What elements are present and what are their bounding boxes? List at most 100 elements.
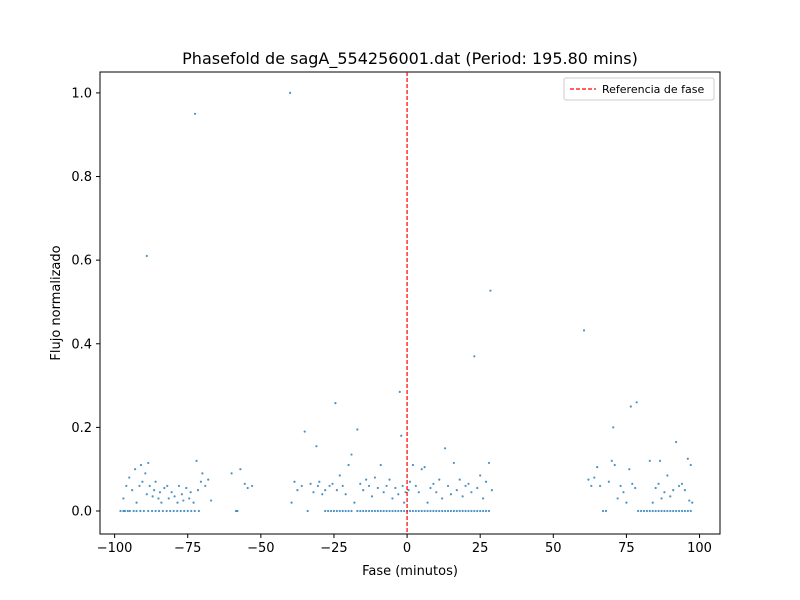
x-tick-label: −50 [247,541,274,556]
data-point [316,484,319,488]
data-point [362,509,365,513]
data-point [604,509,608,513]
data-point [391,509,394,513]
data-point [321,493,324,496]
data-point [426,509,429,513]
data-point [128,509,131,513]
data-point [651,509,654,513]
data-point [634,486,637,490]
x-tick-label: −100 [97,541,133,556]
data-point [686,457,689,460]
data-point [446,484,450,488]
data-point [473,509,476,513]
data-point [467,482,470,485]
data-point [350,453,353,456]
data-point [123,509,126,513]
data-point [379,463,382,467]
data-point [601,509,605,513]
data-point [385,484,388,488]
data-point [388,509,391,513]
plot-frame [99,71,721,535]
data-point [642,509,646,513]
data-point [458,478,461,481]
data-point [593,476,596,479]
data-point [356,428,359,431]
data-point [243,482,246,485]
data-point [142,509,145,513]
data-point [341,509,344,513]
data-point [672,509,675,513]
data-point [139,509,142,513]
data-point [686,509,689,513]
data-point [338,474,341,477]
data-point [189,491,192,494]
data-point [332,509,336,513]
data-point [328,484,331,488]
data-point [329,509,333,513]
data-point [327,509,330,513]
data-point [663,509,666,513]
data-point [335,509,338,513]
data-point [144,472,147,475]
data-point [145,493,148,496]
data-point [341,484,344,488]
data-point [443,447,447,450]
data-point [582,329,586,332]
data-point [610,459,613,462]
data-point [207,478,210,481]
data-point [411,463,415,467]
data-point [438,478,441,481]
data-point [147,509,150,513]
data-point [145,254,148,258]
data-point [135,509,138,513]
data-point [680,482,684,485]
data-point [379,509,382,513]
x-tick-label: 0 [403,541,411,556]
data-point [663,491,666,494]
data-point [464,509,467,513]
data-point [367,509,371,513]
data-point [148,484,151,488]
data-point [177,484,181,488]
data-point [163,486,166,490]
data-point [660,509,663,513]
data-point [400,509,403,513]
data-point [651,501,654,504]
data-point [382,491,385,494]
data-point [420,468,423,471]
data-point [385,509,388,513]
data-point [672,489,675,492]
data-point [596,466,599,469]
data-point [367,484,371,488]
data-point [464,484,467,488]
data-point [398,390,401,393]
data-point [370,495,374,498]
data-point [288,91,292,94]
data-point [154,509,157,513]
data-point [666,509,669,513]
data-point [230,472,233,475]
data-point [400,434,403,437]
y-tick-label: 0.0 [71,505,92,520]
data-point [612,426,615,429]
x-tick-label: 75 [618,541,635,556]
data-point [414,509,417,513]
data-point [397,509,400,513]
y-axis-label: Flujo normalizado [49,245,64,360]
data-point [446,509,450,513]
data-point [666,474,669,477]
data-point [677,484,681,488]
data-point [196,489,200,492]
x-axis-ticks: −100 −75 −50 −25 0 25 50 75 100 [97,534,712,556]
data-point [658,459,662,462]
data-point [607,480,610,483]
data-point [657,509,660,513]
data-point [423,509,426,513]
data-point [190,509,193,513]
data-point [312,491,315,494]
data-point [587,478,590,481]
data-point [637,509,640,513]
data-point [635,401,638,404]
data-point [449,509,453,513]
